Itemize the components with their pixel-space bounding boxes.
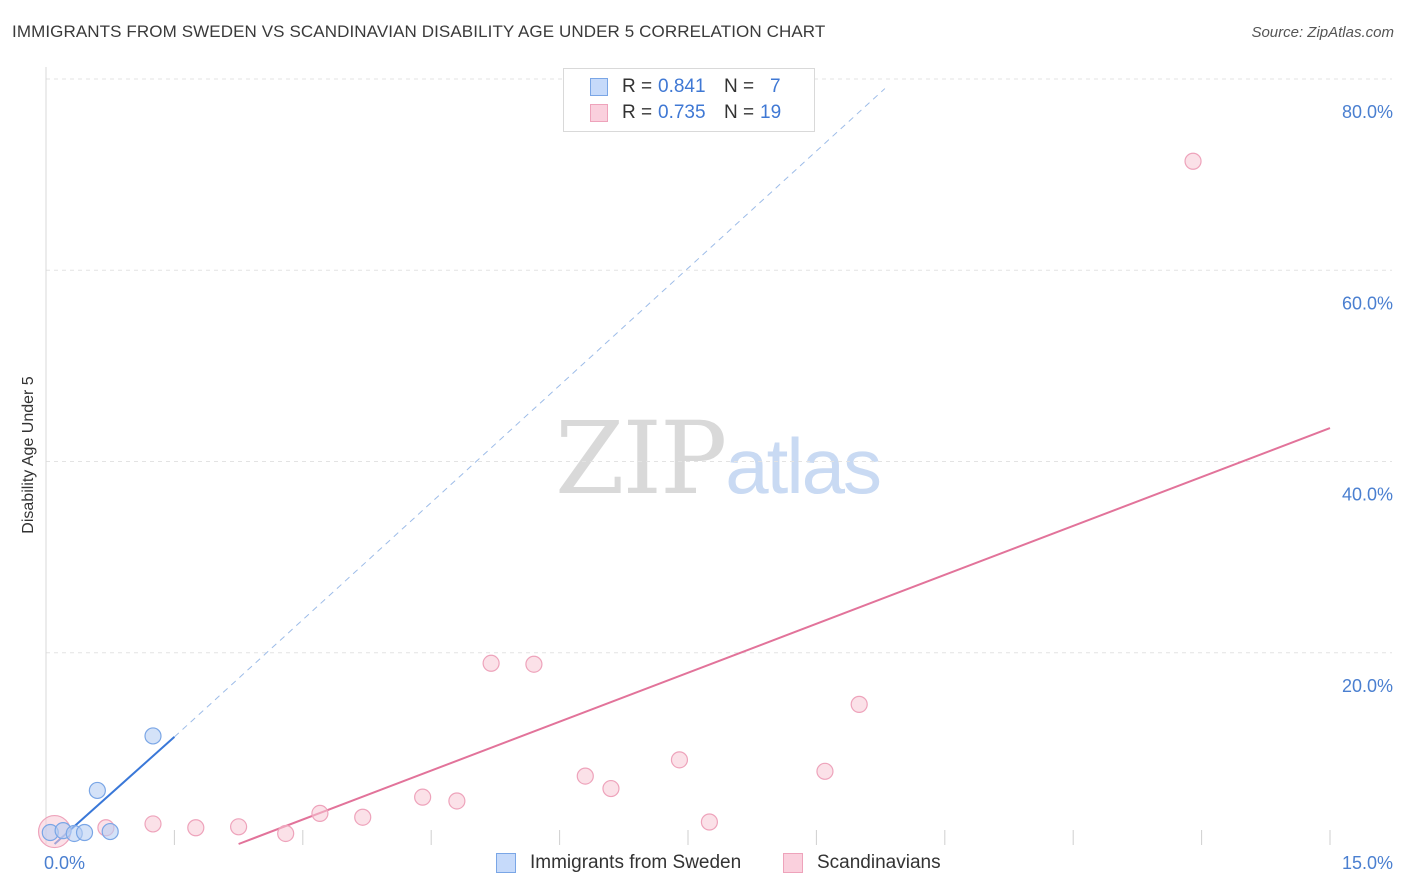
point-scandinavians — [525, 655, 543, 673]
legend-n-value: 19 — [760, 102, 782, 123]
axes-layer — [45, 67, 1331, 845]
point-scandinavians — [311, 804, 329, 823]
labels-layer: 20.0% 40.0% 60.0% 80.0% 0.0% 15.0% Disability … — [20, 102, 1393, 873]
bottom-legend-scandinavians: Scandinavians — [783, 852, 941, 874]
legend-r-value: 0.841 — [658, 76, 706, 97]
point-scandinavians — [230, 818, 248, 836]
point-sweden — [101, 822, 119, 841]
trend-layer — [53, 88, 1331, 845]
point-scandinavians — [1184, 152, 1202, 170]
legend-row-sweden: R = 0.841 N = 7 — [590, 75, 781, 99]
bottom-legend-label-sweden: Immigrants from Sweden — [530, 852, 742, 873]
y-tick-label: 40.0% — [1342, 485, 1393, 505]
legend-n-value: 7 — [770, 76, 781, 97]
y-tick-label: 20.0% — [1342, 676, 1393, 696]
legend-n-label: N = — [724, 102, 755, 123]
points-layer — [37, 152, 1202, 849]
point-scandinavians — [482, 654, 500, 672]
point-scandinavians — [144, 815, 162, 833]
y-axis-label: Disability Age Under 5 — [20, 376, 37, 534]
chart-title: IMMIGRANTS FROM SWEDEN VS SCANDINAVIAN D… — [12, 22, 826, 41]
y-tick-label: 60.0% — [1342, 293, 1393, 313]
bottom-legend-swatch-scandinavians — [783, 853, 803, 873]
legend-swatch-scandinavians — [590, 104, 608, 122]
y-tick-label: 80.0% — [1342, 102, 1393, 122]
point-sweden — [88, 781, 106, 800]
source-credit: Source: ZipAtlas.com — [1251, 24, 1394, 41]
x-tick-label: 0.0% — [44, 853, 85, 873]
point-scandinavians — [414, 788, 432, 806]
legend-swatch-sweden — [590, 78, 608, 96]
legend-row-scandinavians: R = 0.735 N = 19 — [590, 101, 781, 125]
point-scandinavians — [277, 824, 295, 843]
bottom-legend-sweden: Immigrants from Sweden — [496, 852, 741, 874]
watermark: ZIPatlas — [555, 400, 882, 517]
legend-r-label: R = — [622, 76, 653, 97]
point-sweden — [75, 823, 94, 842]
point-scandinavians — [816, 762, 834, 780]
point-scandinavians — [602, 779, 620, 798]
legend-r-label: R = — [622, 102, 653, 123]
bottom-legend-label-scandinavians: Scandinavians — [817, 852, 941, 873]
legend-n-label: N = — [724, 76, 755, 97]
point-sweden — [144, 727, 162, 745]
watermark-zip: ZIP — [555, 400, 727, 517]
bottom-legend-swatch-sweden — [496, 853, 516, 873]
point-scandinavians — [187, 819, 205, 837]
trend-line-scandinavians — [238, 427, 1331, 845]
watermark-atlas: atlas — [725, 422, 882, 510]
x-tick-label: 15.0% — [1342, 853, 1393, 873]
legend-r-value: 0.735 — [658, 102, 706, 123]
point-scandinavians — [850, 695, 868, 713]
point-scandinavians — [670, 751, 689, 769]
correlation-legend: R = 0.841 N = 7 R = 0.735 N = 19 — [563, 68, 815, 132]
point-scandinavians — [354, 808, 372, 826]
trend-line-sweden-extrapolated — [174, 88, 886, 738]
point-scandinavians — [700, 813, 719, 831]
point-scandinavians — [576, 767, 594, 785]
point-scandinavians — [448, 792, 466, 810]
